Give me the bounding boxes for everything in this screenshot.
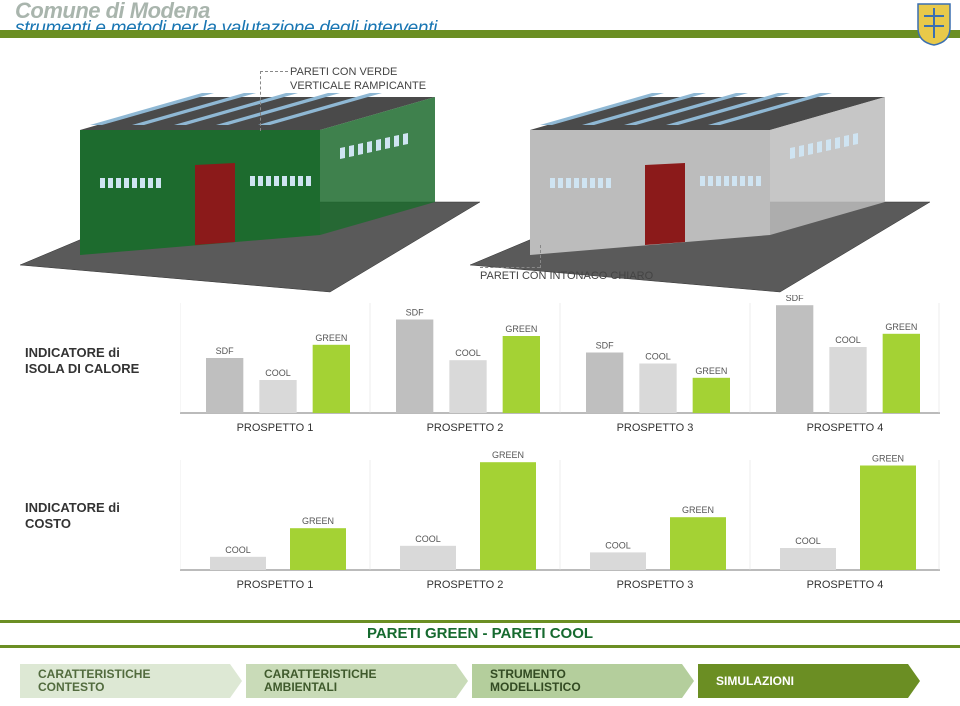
svg-text:COOL: COOL bbox=[795, 536, 821, 546]
svg-text:PROSPETTO 2: PROSPETTO 2 bbox=[427, 579, 504, 591]
step2-line2: AMBIENTALI bbox=[264, 680, 337, 694]
svg-text:COOL: COOL bbox=[415, 534, 441, 544]
indicator2-line1: INDICATORE di bbox=[25, 500, 120, 515]
svg-text:GREEN: GREEN bbox=[885, 322, 917, 332]
svg-text:SDF: SDF bbox=[406, 308, 425, 318]
step3-line1: STRUMENTO bbox=[490, 667, 566, 681]
svg-text:GREEN: GREEN bbox=[695, 366, 727, 376]
svg-text:PROSPETTO 1: PROSPETTO 1 bbox=[237, 579, 314, 591]
svg-text:GREEN: GREEN bbox=[302, 516, 334, 526]
indicator-cost-label: INDICATORE di COSTO bbox=[25, 500, 120, 532]
svg-text:PROSPETTO 2: PROSPETTO 2 bbox=[427, 422, 504, 434]
svg-text:GREEN: GREEN bbox=[505, 324, 537, 334]
svg-text:GREEN: GREEN bbox=[682, 505, 714, 515]
callout-line-left bbox=[260, 71, 288, 131]
svg-text:SDF: SDF bbox=[596, 341, 615, 351]
illustration-panel: PARETI CON VERDE VERTICALE RAMPICANTE PA… bbox=[0, 50, 960, 295]
indicator-heat-island-label: INDICATORE di ISOLA DI CALORE bbox=[25, 345, 139, 377]
svg-text:COOL: COOL bbox=[265, 368, 291, 378]
chevron-right-icon bbox=[230, 664, 242, 698]
bottom-title-bar: PARETI GREEN - PARETI COOL bbox=[0, 620, 960, 648]
svg-text:GREEN: GREEN bbox=[315, 333, 347, 343]
step3-line2: MODELLISTICO bbox=[490, 680, 581, 694]
step1-line2: CONTESTO bbox=[38, 680, 104, 694]
footer-steps: CARATTERISTICHECONTESTO CARATTERISTICHEA… bbox=[0, 656, 960, 706]
indicator1-line1: INDICATORE di bbox=[25, 345, 120, 360]
charts-svg: SDF COOL GREEN PROSPETTO 1 SDF COOL GREEN PROSP… bbox=[180, 295, 940, 625]
callout-left-line2: VERTICALE RAMPICANTE bbox=[290, 80, 426, 92]
svg-text:COOL: COOL bbox=[225, 545, 251, 555]
header: Comune di Modena strumenti e metodi per … bbox=[0, 0, 960, 45]
svg-text:PROSPETTO 3: PROSPETTO 3 bbox=[617, 422, 694, 434]
svg-text:COOL: COOL bbox=[835, 335, 861, 345]
svg-text:PROSPETTO 3: PROSPETTO 3 bbox=[617, 579, 694, 591]
chevron-right-icon bbox=[456, 664, 468, 698]
callout-line-right-v bbox=[540, 245, 541, 268]
svg-text:PROSPETTO 1: PROSPETTO 1 bbox=[237, 422, 314, 434]
step2-line1: CARATTERISTICHE bbox=[264, 667, 376, 681]
svg-text:SDF: SDF bbox=[216, 346, 235, 356]
chevron-right-icon bbox=[682, 664, 694, 698]
svg-text:SDF: SDF bbox=[786, 295, 805, 303]
svg-text:GREEN: GREEN bbox=[492, 450, 524, 460]
svg-text:GREEN: GREEN bbox=[872, 454, 904, 464]
step-context[interactable]: CARATTERISTICHECONTESTO bbox=[20, 664, 230, 698]
callout-line-right-h bbox=[480, 267, 540, 268]
charts-panel: INDICATORE di ISOLA DI CALORE INDICATORE… bbox=[0, 295, 960, 648]
callout-left-line1: PARETI CON VERDE bbox=[290, 66, 397, 78]
buildings-svg bbox=[0, 50, 960, 295]
svg-text:COOL: COOL bbox=[605, 540, 631, 550]
city-crest-icon bbox=[916, 2, 952, 46]
step-environmental[interactable]: CARATTERISTICHEAMBIENTALI bbox=[246, 664, 456, 698]
svg-text:PROSPETTO 4: PROSPETTO 4 bbox=[807, 422, 884, 434]
svg-text:COOL: COOL bbox=[455, 348, 481, 358]
callout-light-plaster: PARETI CON INTONACO CHIARO bbox=[480, 270, 653, 282]
indicator2-line2: COSTO bbox=[25, 516, 71, 531]
chevron-right-icon bbox=[908, 664, 920, 698]
callout-green-walls: PARETI CON VERDE VERTICALE RAMPICANTE bbox=[290, 65, 426, 93]
indicator1-line2: ISOLA DI CALORE bbox=[25, 361, 139, 376]
step-model[interactable]: STRUMENTOMODELLISTICO bbox=[472, 664, 682, 698]
step1-line1: CARATTERISTICHE bbox=[38, 667, 150, 681]
step4-label: SIMULAZIONI bbox=[716, 674, 794, 688]
step-simulations[interactable]: SIMULAZIONI bbox=[698, 664, 908, 698]
svg-text:COOL: COOL bbox=[645, 352, 671, 362]
svg-text:PROSPETTO 4: PROSPETTO 4 bbox=[807, 579, 884, 591]
header-separator bbox=[0, 30, 960, 38]
